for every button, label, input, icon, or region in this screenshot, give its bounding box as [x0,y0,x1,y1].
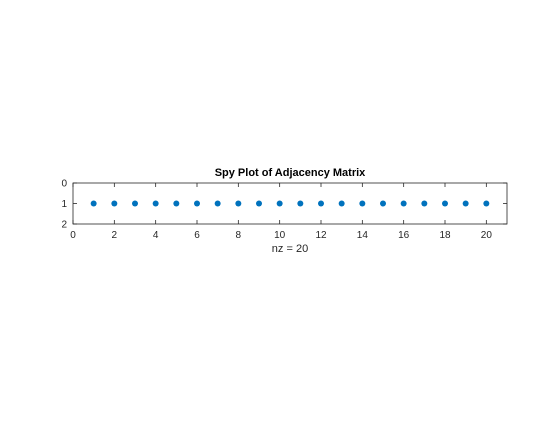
data-point [359,200,366,207]
x-tick-label: 6 [194,230,200,241]
x-axis: 0 2 4 6 8 10 12 14 16 18 20 [70,183,492,241]
x-tick-label: 12 [315,230,327,241]
x-tick-label: 18 [439,230,451,241]
data-point [132,200,138,207]
x-tick-label: 14 [357,230,369,241]
data-point [214,200,221,207]
chart-title: Spy Plot of Adjacency Matrix [215,167,366,179]
data-points [90,200,490,207]
x-tick-label: 10 [274,230,286,241]
x-tick-label: 4 [153,230,159,241]
data-point [421,200,428,207]
y-tick-label: 2 [61,220,67,231]
data-point [256,200,262,207]
x-tick-label: 16 [398,230,410,241]
data-point [194,200,200,207]
y-tick-label: 0 [61,179,67,190]
x-tick-label: 8 [236,230,242,241]
data-point [400,200,407,207]
x-tick-label: 0 [70,230,76,241]
data-point [318,200,324,207]
data-point [338,200,345,207]
data-point [380,200,386,207]
data-point [276,200,283,207]
data-point [297,200,304,207]
x-axis-label: nz = 20 [272,243,308,255]
data-point [152,200,159,207]
y-tick-label: 1 [61,199,67,210]
data-point [90,200,97,207]
data-point [483,200,490,207]
plot-area [72,182,508,225]
data-point [462,200,469,207]
data-point [173,200,180,207]
data-point [235,200,242,207]
data-point [442,200,448,207]
x-tick-label: 20 [481,230,493,241]
data-point [111,200,118,207]
y-axis: 0 1 2 [61,179,507,231]
x-tick-label: 2 [112,230,118,241]
